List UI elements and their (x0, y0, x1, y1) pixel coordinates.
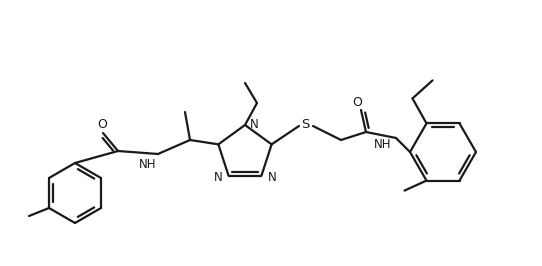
Text: N: N (214, 171, 223, 184)
Text: N: N (250, 118, 259, 131)
Text: N: N (267, 171, 276, 184)
Text: NH: NH (374, 138, 392, 151)
Text: O: O (97, 118, 107, 131)
Text: NH: NH (139, 157, 157, 171)
Text: O: O (352, 97, 362, 110)
Text: S: S (301, 118, 309, 131)
